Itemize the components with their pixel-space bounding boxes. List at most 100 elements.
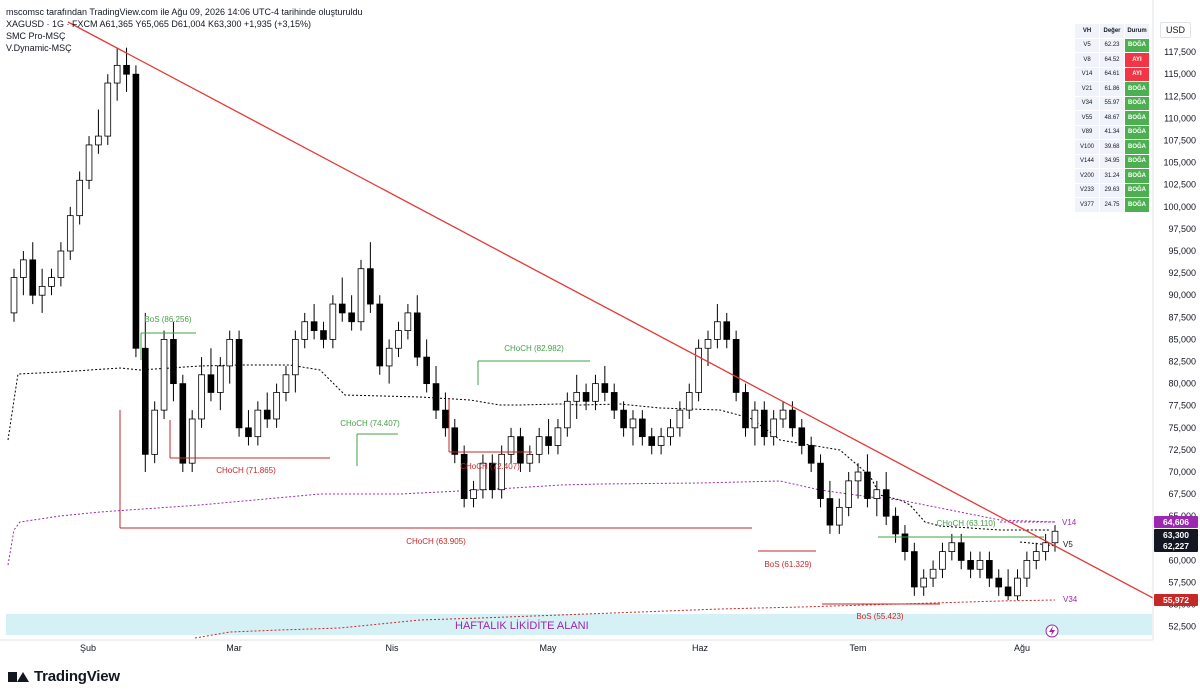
candle xyxy=(20,251,27,296)
y-tick-label: 115,000 xyxy=(1164,69,1196,79)
ma-label-v14: V14 xyxy=(1062,518,1077,527)
tradingview-brand[interactable]: TradingView xyxy=(8,668,120,685)
candle xyxy=(488,454,496,499)
candle xyxy=(817,454,824,508)
y-tick-label: 90,000 xyxy=(1168,290,1196,300)
ma-status-badge: BOĞA xyxy=(1124,95,1150,111)
structure-label: CHoCH (71.865) xyxy=(216,466,276,475)
candle xyxy=(1004,569,1012,601)
structure-label: CHoCH (63.905) xyxy=(406,537,466,546)
candle xyxy=(29,242,37,305)
candle xyxy=(66,206,74,260)
candle xyxy=(1014,569,1021,601)
y-tick-label: 87,500 xyxy=(1168,312,1196,322)
symbol-info[interactable]: XAGUSD · 1G · FXCM A61,365 Y65,065 D61,0… xyxy=(6,19,312,29)
candle xyxy=(357,259,365,331)
candle xyxy=(742,383,749,437)
candle xyxy=(967,551,974,579)
ma-status-badge: BOĞA xyxy=(1124,110,1150,126)
candle xyxy=(657,427,665,455)
descending-trendline[interactable] xyxy=(67,21,1154,599)
candle xyxy=(535,427,543,464)
structure-label: BoS (55.423) xyxy=(856,612,903,621)
candle xyxy=(854,463,862,499)
candle xyxy=(526,445,534,473)
candle xyxy=(798,418,806,455)
y-tick-label: 85,000 xyxy=(1168,334,1196,344)
currency-label[interactable]: USD xyxy=(1160,22,1192,38)
ma-status-badge: BOĞA xyxy=(1124,81,1150,97)
candle xyxy=(338,277,346,322)
candle xyxy=(460,445,468,508)
y-tick-label: 82,500 xyxy=(1168,357,1196,367)
table-row: V34 55.97 BOĞA xyxy=(1074,95,1150,111)
ma-status-badge: BOĞA xyxy=(1124,182,1150,198)
candle xyxy=(1032,542,1040,570)
table-row: V14 64.61 AYI xyxy=(1074,66,1150,82)
candle xyxy=(610,383,618,419)
candle xyxy=(432,365,440,419)
ma-status-badge: AYI xyxy=(1124,52,1150,68)
candle xyxy=(770,410,777,446)
candle xyxy=(929,560,937,587)
candle xyxy=(732,330,740,402)
chart-header: mscomsc tarafından TradingView.com ile A… xyxy=(6,6,363,54)
candle xyxy=(198,357,205,428)
candle xyxy=(629,410,637,446)
candle xyxy=(995,569,1003,596)
candle xyxy=(592,374,599,411)
lightning-alert-icon[interactable] xyxy=(1045,624,1059,638)
candle xyxy=(404,304,412,340)
candle xyxy=(507,427,515,464)
candle xyxy=(601,365,609,402)
candle xyxy=(263,392,271,428)
ma-name: V144 xyxy=(1074,153,1100,169)
candle xyxy=(310,304,318,340)
candle xyxy=(835,498,843,534)
candle xyxy=(395,321,402,358)
time-axis[interactable]: Şub Mar Nis May Haz Tem Ağu xyxy=(0,639,1153,653)
candle xyxy=(976,551,984,579)
ma-status-badge: BOĞA xyxy=(1124,37,1150,53)
structure-label: CHoCH (74.407) xyxy=(340,419,400,428)
candle xyxy=(554,418,562,455)
candle xyxy=(48,268,55,296)
candle xyxy=(948,533,956,561)
candle xyxy=(864,454,871,508)
ma-value: 34.95 xyxy=(1099,153,1125,169)
y-tick-label: 95,000 xyxy=(1168,246,1196,256)
candle xyxy=(385,339,393,384)
ma-name: V100 xyxy=(1074,139,1100,155)
candle xyxy=(939,542,946,579)
candle xyxy=(470,480,477,508)
x-tick-label: Ağu xyxy=(1014,643,1030,653)
table-header-vh: VH xyxy=(1074,23,1100,39)
candle xyxy=(423,339,430,393)
ma-label-v5: V5 xyxy=(1063,540,1073,549)
price-tag-label: 62,227 xyxy=(1163,541,1189,551)
ma-value: 41.34 xyxy=(1099,124,1125,140)
structure-label: CHoCH (82.982) xyxy=(504,344,564,353)
ma-name: V21 xyxy=(1074,81,1100,97)
ma-status-badge: BOĞA xyxy=(1124,197,1150,213)
candle xyxy=(188,410,196,473)
candle xyxy=(807,436,815,473)
y-tick-label: 97,500 xyxy=(1168,224,1196,234)
candle xyxy=(901,525,909,561)
candle xyxy=(10,268,18,322)
ma-status-badge: BOĞA xyxy=(1124,153,1150,169)
candle xyxy=(160,330,168,419)
table-row: V100 39.68 BOĞA xyxy=(1074,139,1150,155)
candle xyxy=(179,374,187,473)
candle xyxy=(451,418,459,464)
candle xyxy=(1023,551,1031,587)
indicator-dynamic[interactable]: V.Dynamic-MSÇ xyxy=(6,43,72,53)
indicator-smc[interactable]: SMC Pro-MSÇ xyxy=(6,31,66,41)
candle xyxy=(573,374,581,419)
price-axis[interactable]: 117,500 115,000 112,500 110,000 107,500 105,0… xyxy=(1152,0,1196,640)
x-tick-label: Tem xyxy=(849,643,866,653)
table-row: V8 64.52 AYI xyxy=(1074,52,1150,68)
candle xyxy=(207,348,215,402)
y-tick-label: 117,500 xyxy=(1164,47,1196,57)
